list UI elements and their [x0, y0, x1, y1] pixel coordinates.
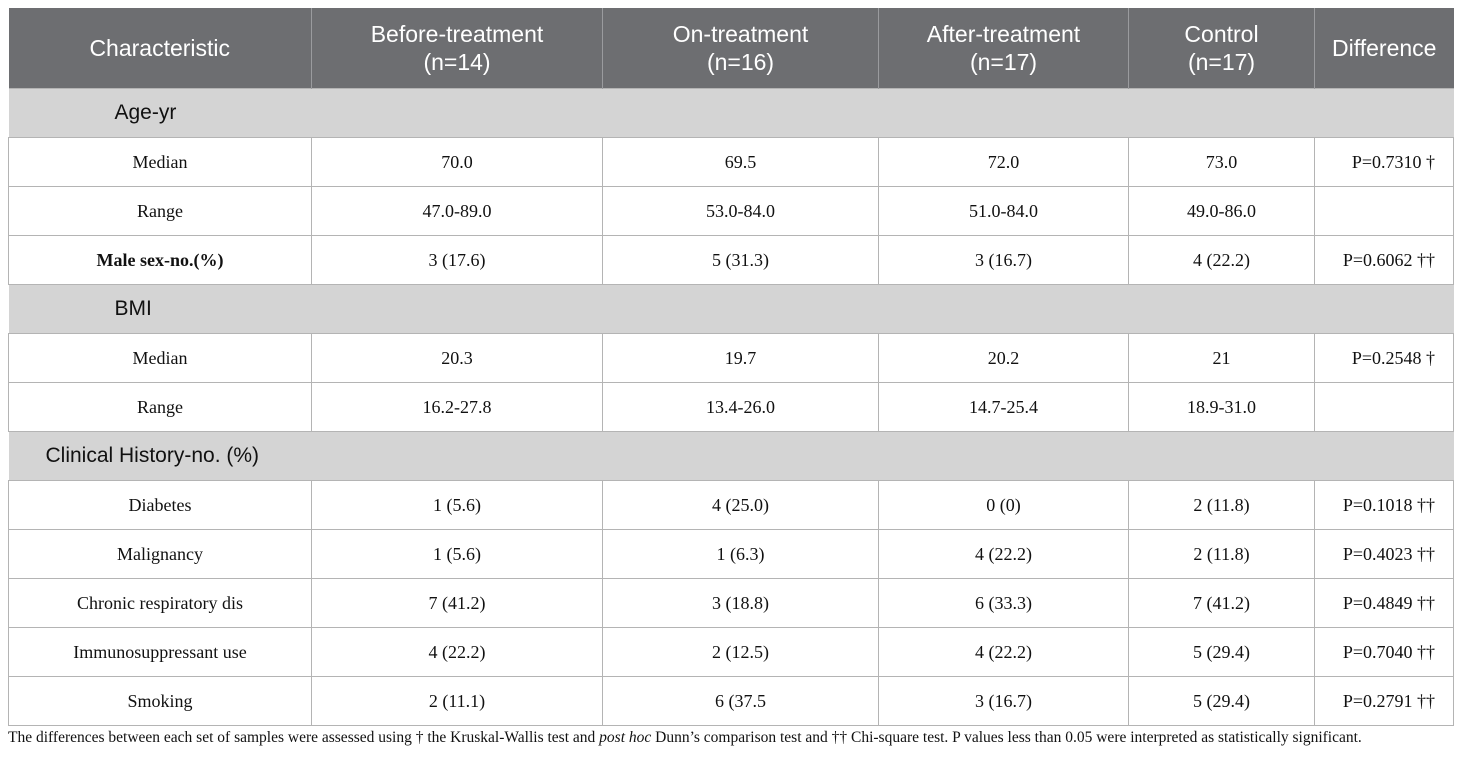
section-row: Age-yr	[8, 88, 1454, 138]
value-cell: 6 (37.5	[602, 676, 879, 726]
value-cell: 70.0	[311, 137, 603, 187]
row-label: Chronic respiratory dis	[8, 578, 312, 628]
section-cell: BMI	[8, 284, 1454, 334]
table-footnote: The differences between each set of samp…	[8, 727, 1453, 748]
difference-cell: P=0.6062 ††	[1314, 235, 1454, 285]
difference-cell: P=0.7310 †	[1314, 137, 1454, 187]
header-before-treatment: Before-treatment (n=14)	[311, 8, 603, 89]
value-cell: 3 (18.8)	[602, 578, 879, 628]
row-label: Range	[8, 186, 312, 236]
difference-cell	[1314, 186, 1454, 236]
header-difference: Difference	[1314, 8, 1454, 89]
section-row: BMI	[8, 284, 1454, 334]
value-cell: 51.0-84.0	[878, 186, 1129, 236]
value-cell: 16.2-27.8	[311, 382, 603, 432]
section-cell: Clinical History-no. (%)	[8, 431, 1454, 481]
row-label: Smoking	[8, 676, 312, 726]
value-cell: 73.0	[1128, 137, 1315, 187]
section-row: Clinical History-no. (%)	[8, 431, 1454, 481]
value-cell: 6 (33.3)	[878, 578, 1129, 628]
value-cell: 53.0-84.0	[602, 186, 879, 236]
value-cell: 4 (22.2)	[878, 627, 1129, 677]
value-cell: 69.5	[602, 137, 879, 187]
value-cell: 13.4-26.0	[602, 382, 879, 432]
value-cell: 7 (41.2)	[1128, 578, 1315, 628]
value-cell: 1 (5.6)	[311, 529, 603, 579]
value-cell: 4 (25.0)	[602, 480, 879, 530]
value-cell: 2 (12.5)	[602, 627, 879, 677]
row-label: Median	[8, 333, 312, 383]
header-control: Control (n=17)	[1128, 8, 1315, 89]
header-characteristic: Characteristic	[8, 8, 312, 89]
value-cell: 4 (22.2)	[878, 529, 1129, 579]
value-cell: 49.0-86.0	[1128, 186, 1315, 236]
difference-cell: P=0.4023 ††	[1314, 529, 1454, 579]
value-cell: 4 (22.2)	[311, 627, 603, 677]
difference-cell: P=0.4849 ††	[1314, 578, 1454, 628]
table-row: Chronic respiratory dis 7 (41.2) 3 (18.8) 6…	[8, 578, 1454, 628]
value-cell: 19.7	[602, 333, 879, 383]
value-cell: 20.2	[878, 333, 1129, 383]
table-header-row: Characteristic Before-treatment (n=14) On…	[8, 8, 1454, 89]
value-cell: 2 (11.8)	[1128, 529, 1315, 579]
value-cell: 2 (11.8)	[1128, 480, 1315, 530]
value-cell: 1 (6.3)	[602, 529, 879, 579]
row-label: Range	[8, 382, 312, 432]
table-row: Immunosuppressant use 4 (22.2) 2 (12.5) 4 (…	[8, 627, 1454, 677]
value-cell: 3 (16.7)	[878, 235, 1129, 285]
table-container: Characteristic Before-treatment (n=14) On…	[8, 8, 1454, 726]
difference-cell: P=0.2548 †	[1314, 333, 1454, 383]
section-label: BMI	[114, 297, 152, 320]
value-cell: 14.7-25.4	[878, 382, 1129, 432]
footnote-text-1: The differences between each set of samp…	[8, 729, 600, 746]
value-cell: 5 (29.4)	[1128, 627, 1315, 677]
table-row: Male sex-no.(%) 3 (17.6) 5 (31.3) 3 (16.7) 4…	[8, 235, 1454, 285]
value-cell: 21	[1128, 333, 1315, 383]
header-after-treatment: After-treatment (n=17)	[878, 8, 1129, 89]
table-row: Smoking 2 (11.1) 6 (37.5 3 (16.7) 5 (29.4) P=…	[8, 676, 1454, 726]
row-label: Immunosuppressant use	[8, 627, 312, 677]
row-label: Malignancy	[8, 529, 312, 579]
value-cell: 5 (31.3)	[602, 235, 879, 285]
row-label: Male sex-no.(%)	[8, 235, 312, 285]
difference-cell: P=0.2791 ††	[1314, 676, 1454, 726]
value-cell: 3 (17.6)	[311, 235, 603, 285]
value-cell: 2 (11.1)	[311, 676, 603, 726]
footnote-text-2: Dunn’s comparison test and †† Chi-square…	[651, 729, 1362, 746]
value-cell: 0 (0)	[878, 480, 1129, 530]
value-cell: 18.9-31.0	[1128, 382, 1315, 432]
value-cell: 7 (41.2)	[311, 578, 603, 628]
table-row: Median 20.3 19.7 20.2 21 P=0.2548 †	[8, 333, 1454, 383]
header-on-treatment: On-treatment (n=16)	[602, 8, 879, 89]
difference-cell	[1314, 382, 1454, 432]
table-row: Range 47.0-89.0 53.0-84.0 51.0-84.0 49.0-86.…	[8, 186, 1454, 236]
value-cell: 5 (29.4)	[1128, 676, 1315, 726]
value-cell: 72.0	[878, 137, 1129, 187]
value-cell: 4 (22.2)	[1128, 235, 1315, 285]
section-label: Age-yr	[114, 101, 177, 124]
difference-cell: P=0.7040 ††	[1314, 627, 1454, 677]
row-label: Median	[8, 137, 312, 187]
value-cell: 47.0-89.0	[311, 186, 603, 236]
row-label: Diabetes	[8, 480, 312, 530]
table-row: Malignancy 1 (5.6) 1 (6.3) 4 (22.2) 2 (11.8)…	[8, 529, 1454, 579]
section-label: Clinical History-no. (%)	[45, 444, 260, 467]
table-row: Range 16.2-27.8 13.4-26.0 14.7-25.4 18.9-31.…	[8, 382, 1454, 432]
difference-cell: P=0.1018 ††	[1314, 480, 1454, 530]
table-row: Diabetes 1 (5.6) 4 (25.0) 0 (0) 2 (11.8) P=0.…	[8, 480, 1454, 530]
value-cell: 3 (16.7)	[878, 676, 1129, 726]
section-cell: Age-yr	[8, 88, 1454, 138]
footnote-italic: post hoc	[599, 729, 652, 746]
table-row: Median 70.0 69.5 72.0 73.0 P=0.7310 †	[8, 137, 1454, 187]
table-body: Age-yr Median 70.0 69.5 72.0 73.0 P=0.7310 † Ra…	[8, 88, 1454, 726]
value-cell: 20.3	[311, 333, 603, 383]
characteristics-table: Characteristic Before-treatment (n=14) On…	[8, 8, 1454, 726]
value-cell: 1 (5.6)	[311, 480, 603, 530]
